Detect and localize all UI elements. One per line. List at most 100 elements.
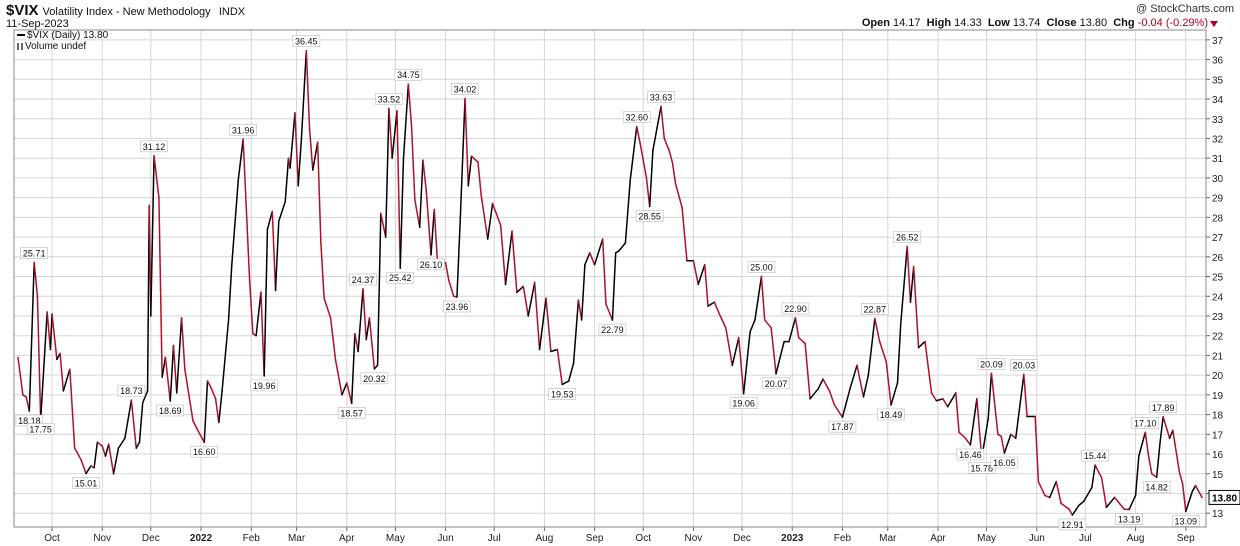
- annotation-box: [1149, 401, 1177, 414]
- annotation-box: [1142, 480, 1171, 493]
- line-segment: [1078, 500, 1085, 507]
- line-segment: [584, 252, 591, 266]
- annotation-label: 23.96: [446, 302, 469, 312]
- credit-text[interactable]: @ StockCharts.com: [1136, 3, 1234, 15]
- x-tick-label: Dec: [142, 533, 160, 544]
- line-segment: [362, 288, 367, 341]
- line-segment: [312, 141, 319, 171]
- line-segment: [227, 263, 233, 321]
- line-segment: [1159, 416, 1164, 445]
- line-segment: [491, 202, 502, 226]
- line-segment: [742, 331, 751, 395]
- line-segment: [660, 105, 666, 140]
- line-segment: [104, 443, 110, 457]
- chg-value: -0.04 (-0.29%): [1137, 17, 1208, 29]
- annotation-label: 24.37: [352, 275, 375, 285]
- annotation-box: [762, 377, 790, 390]
- price-line: [17, 49, 1203, 516]
- line-segment: [459, 97, 466, 223]
- annotation-box: [417, 258, 445, 271]
- line-segment: [935, 398, 944, 402]
- annotation-box: [635, 210, 664, 222]
- line-segment: [444, 261, 450, 282]
- annotation-box: [156, 404, 185, 417]
- y-tick-label: 36: [1212, 56, 1224, 67]
- line-segment: [399, 157, 405, 269]
- open-label: Open: [861, 17, 890, 29]
- annotation-label: 22.79: [601, 325, 624, 335]
- line-segment: [161, 356, 167, 378]
- exchange: INDX: [218, 6, 246, 18]
- line-segment: [1147, 455, 1153, 475]
- open-value: 14.17: [893, 17, 921, 29]
- annotation-label: 14.82: [1145, 482, 1168, 492]
- line-segment: [1117, 500, 1126, 510]
- line-segment: [885, 360, 892, 406]
- annotation-box: [451, 83, 479, 95]
- line-segment: [480, 194, 489, 240]
- close-label: Close: [1046, 17, 1077, 29]
- annotation-label: 25.00: [750, 263, 773, 273]
- line-segment: [271, 210, 277, 292]
- annotation-label: 33.63: [650, 92, 673, 102]
- line-segment: [833, 403, 844, 418]
- annotation-box: [1115, 513, 1143, 525]
- annotation-label: 12.91: [1061, 520, 1084, 530]
- annotation-label: 34.02: [454, 85, 477, 95]
- line-segment: [289, 112, 296, 169]
- annotation-box: [1010, 359, 1038, 371]
- line-segment: [738, 336, 745, 395]
- annotation-label: 25.71: [23, 249, 46, 259]
- line-segment: [788, 317, 797, 343]
- line-segment: [731, 336, 740, 367]
- annotation-label: 13.19: [1118, 514, 1141, 524]
- line-segment: [107, 443, 115, 475]
- line-segment: [511, 230, 518, 294]
- line-segment: [430, 208, 436, 256]
- x-tick-label: Feb: [243, 533, 261, 544]
- line-segment: [255, 291, 262, 337]
- x-tick-label: Oct: [635, 533, 651, 544]
- line-segment: [763, 319, 772, 329]
- annotation-box: [190, 445, 219, 458]
- line-segment: [376, 212, 382, 367]
- line-segment: [373, 364, 379, 370]
- line-segment: [350, 332, 356, 405]
- y-tick-label: 28: [1212, 213, 1224, 224]
- y-tick-label: 29: [1212, 194, 1224, 205]
- line-segment: [794, 317, 800, 339]
- y-tick-label: 18: [1212, 411, 1224, 422]
- x-tick-label: May: [386, 533, 405, 544]
- line-segment: [909, 265, 915, 303]
- line-segment: [1185, 490, 1194, 513]
- annotation-box: [647, 91, 675, 103]
- line-segment: [561, 380, 570, 386]
- axes: 1314151617181920212223242526272829303132…: [13, 29, 1240, 544]
- last-value-label: 13.80: [1212, 493, 1237, 504]
- line-segment: [260, 291, 265, 377]
- annotation-box: [72, 477, 100, 489]
- index-name: Volatility Index - New Methodology: [42, 6, 211, 18]
- x-tick-label: Feb: [834, 533, 852, 544]
- line-segment: [180, 317, 186, 370]
- annotation-box: [990, 456, 1019, 469]
- line-segment: [410, 125, 416, 201]
- y-tick-label: 17: [1212, 430, 1224, 441]
- line-segment: [1181, 482, 1187, 513]
- line-segment: [878, 340, 887, 363]
- x-tick-label: Oct: [44, 533, 60, 544]
- line-segment: [707, 301, 716, 307]
- legend-volume: Volume undef: [17, 41, 108, 52]
- line-segment: [1155, 443, 1161, 479]
- y-tick-label: 37: [1212, 36, 1224, 47]
- annotation-label: 31.96: [232, 125, 255, 135]
- y-tick-label: 16: [1212, 450, 1224, 461]
- annotation-label: 18.49: [880, 410, 903, 420]
- line-segment: [218, 390, 223, 424]
- line-segment: [418, 159, 424, 228]
- x-tick-label: Jul: [1079, 533, 1092, 544]
- line-segment: [713, 301, 721, 315]
- line-segment: [396, 110, 401, 269]
- line-segment: [692, 260, 700, 286]
- line-segment: [589, 252, 596, 266]
